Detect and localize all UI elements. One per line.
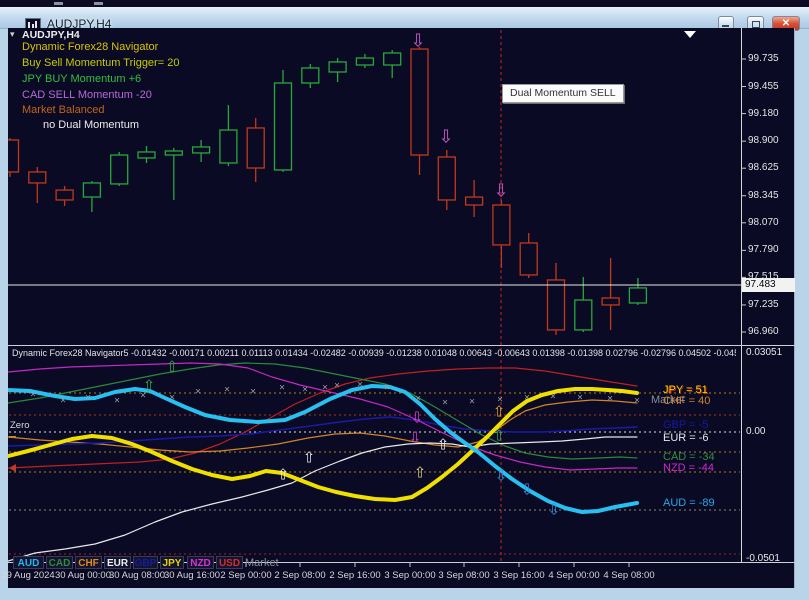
minimize-icon: [722, 25, 729, 27]
time-axis-separator: [8, 562, 795, 563]
legend-button-chf[interactable]: CHF: [75, 556, 102, 569]
legend-button-usd[interactable]: USD: [216, 556, 243, 569]
main-chart-area[interactable]: [8, 28, 795, 588]
indicator-scale-bottom: -0.0501: [746, 553, 780, 564]
scroll-end-marker-icon: [684, 31, 696, 38]
symbol-label: AUDJPY,H4: [22, 29, 80, 41]
panel-separator[interactable]: [8, 345, 795, 346]
dual-momentum-tooltip: Dual Momentum SELL: [502, 84, 624, 103]
titlebar[interactable]: AUDJPY,H4 ✕: [0, 7, 809, 32]
top-strip: [0, 0, 809, 7]
indicator-header: Dynamic Forex28 Navigator5 -0.01432 -0.0…: [12, 348, 736, 358]
chf-line-edge-marker: [9, 436, 16, 438]
top-strip-mark: [94, 2, 103, 5]
legend-button-aud[interactable]: AUD: [13, 556, 44, 569]
zero-level-label: Zero: [10, 420, 30, 431]
legend-button-cad[interactable]: CAD: [46, 556, 73, 569]
restore-icon: [752, 21, 760, 28]
price-axis-line: [741, 28, 742, 563]
price-scale[interactable]: [742, 28, 795, 562]
legend-button-nzd[interactable]: NZD: [187, 556, 214, 569]
chevron-down-icon[interactable]: ▾: [10, 29, 15, 39]
current-price-tag: 97.483: [742, 278, 795, 292]
top-strip-mark: [54, 2, 63, 5]
legend-button-jpy[interactable]: JPY: [160, 556, 184, 569]
watermark: Market: [651, 394, 685, 406]
legend-button-eur[interactable]: EUR: [104, 556, 131, 569]
close-icon: ✕: [781, 18, 791, 29]
watermark: Market: [245, 557, 279, 569]
indicator-scale-top: 0.03051: [746, 347, 783, 358]
legend-button-gbp[interactable]: GBP: [133, 556, 158, 569]
usd-line-edge-marker: [9, 464, 16, 472]
window-title: AUDJPY,H4: [47, 17, 112, 31]
restore-button[interactable]: [747, 16, 764, 31]
indicator-scale-zero: 0.00: [746, 426, 766, 437]
